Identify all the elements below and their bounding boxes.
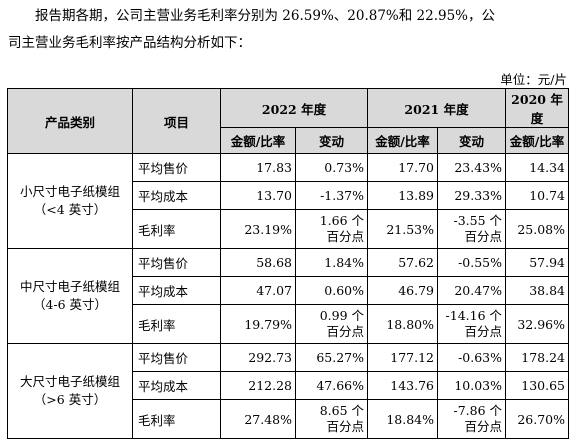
item-cell: 平均售价 [132, 343, 221, 372]
change-cell: 10.03% [437, 371, 506, 400]
change-cell: -14.16 个百分点 [437, 304, 506, 344]
value-cell: 178.24 [505, 343, 569, 372]
value-cell: 18.84% [367, 399, 438, 439]
change-value: 8.65 个 [319, 403, 364, 418]
category-cell: 小尺寸电子纸模组（<4 英寸） [7, 153, 133, 249]
value-cell: 21.53% [367, 209, 438, 249]
value-cell: 130.65 [505, 371, 569, 400]
value-cell: 177.12 [367, 343, 438, 372]
value-cell: 18.80% [367, 304, 438, 344]
change-cell: 1.66 个百分点 [295, 209, 368, 249]
value-cell: 17.83 [220, 153, 296, 182]
change-cell: 20.47% [437, 276, 506, 305]
change-value: 1.66 个 [319, 213, 364, 228]
category-cell: 中尺寸电子纸模组（4-6 英寸） [7, 248, 133, 344]
change-value: -7.86 个 [453, 403, 502, 418]
value-cell: 32.96% [505, 304, 569, 344]
value-cell: 25.08% [505, 209, 569, 249]
item-cell: 平均成本 [132, 371, 221, 400]
change-cell: -1.37% [295, 181, 368, 210]
header-2020: 2020 年度 [505, 88, 569, 128]
change-cell: 29.33% [437, 181, 506, 210]
header-item: 项目 [132, 88, 221, 154]
unit-label: 单位：元/片 [500, 72, 567, 87]
value-cell: 38.84 [505, 276, 569, 305]
value-cell: 10.74 [505, 181, 569, 210]
header-amount-2021: 金额/比率 [367, 127, 438, 154]
value-cell: 143.76 [367, 371, 438, 400]
intro-line-2: 司主营业务毛利率按产品结构分析如下： [8, 35, 251, 51]
value-cell: 13.70 [220, 181, 296, 210]
change-unit: 百分点 [326, 229, 364, 244]
change-cell: 0.73% [295, 153, 368, 182]
table-row: 毛利率 23.19% 1.66 个百分点 21.53% -3.55 个百分点 2… [8, 209, 569, 249]
value-cell: 212.28 [220, 371, 296, 400]
item-cell: 毛利率 [132, 304, 221, 344]
value-cell: 19.79% [220, 304, 296, 344]
value-cell: 57.62 [367, 248, 438, 277]
header-row-years: 产品类别 项目 2022 年度 2021 年度 2020 年度 [7, 88, 569, 154]
value-cell: 13.89 [367, 181, 438, 210]
item-cell: 平均成本 [132, 276, 221, 305]
category-cell: 大尺寸电子纸模组（>6 英寸） [7, 343, 133, 439]
header-change-2022: 变动 [295, 127, 368, 154]
value-cell: 46.79 [367, 276, 438, 305]
item-cell: 毛利率 [132, 209, 221, 249]
header-2022: 2022 年度 [220, 88, 368, 128]
change-cell: 0.99 个百分点 [295, 304, 368, 344]
value-cell: 292.73 [220, 343, 296, 372]
value-cell: 57.94 [505, 248, 569, 277]
change-value: -3.55 个 [453, 213, 502, 228]
value-cell: 47.07 [220, 276, 296, 305]
table-row: 大尺寸电子纸模组（>6 英寸） 平均售价 292.73 65.27% 177.1… [7, 343, 569, 439]
change-cell: 47.66% [295, 371, 368, 400]
table-row: 平均成本 47.07 0.60% 46.79 20.47% 38.84 [8, 276, 569, 305]
table-row: 毛利率 19.79% 0.99 个百分点 18.80% -14.16 个百分点 … [8, 304, 569, 344]
change-cell: -3.55 个百分点 [437, 209, 506, 249]
item-cell: 平均售价 [132, 153, 221, 182]
item-cell: 平均售价 [132, 248, 221, 277]
table-row: 平均成本 13.70 -1.37% 13.89 29.33% 10.74 [8, 181, 569, 210]
change-unit: 百分点 [464, 229, 502, 244]
change-cell: 8.65 个百分点 [295, 399, 368, 439]
change-unit: 百分点 [464, 419, 502, 434]
value-cell: 27.48% [220, 399, 296, 439]
value-cell: 17.70 [367, 153, 438, 182]
change-cell: -7.86 个百分点 [437, 399, 506, 439]
header-category: 产品类别 [7, 88, 133, 154]
change-value: 0.99 个 [319, 308, 364, 323]
item-cell: 平均成本 [132, 181, 221, 210]
change-cell: 23.43% [437, 153, 506, 182]
change-unit: 百分点 [464, 324, 502, 339]
change-cell: -0.63% [437, 343, 506, 372]
header-2021: 2021 年度 [367, 88, 506, 128]
header-amount-2022: 金额/比率 [220, 127, 296, 154]
change-value: -14.16 个 [445, 308, 502, 323]
value-cell: 14.34 [505, 153, 569, 182]
change-cell: 0.60% [295, 276, 368, 305]
gross-margin-table: 产品类别 项目 2022 年度 2021 年度 2020 年度 金额/比率 变动… [7, 88, 569, 439]
value-cell: 23.19% [220, 209, 296, 249]
header-change-2021: 变动 [437, 127, 506, 154]
intro-paragraph: 报告期各期，公司主营业务毛利率分别为 26.59%、20.87%和 22.95%… [8, 3, 576, 57]
change-unit: 百分点 [326, 419, 364, 434]
header-row-metrics: 金额/比率 变动 金额/比率 变动 金额/比率 [8, 127, 569, 154]
table-row: 毛利率 27.48% 8.65 个百分点 18.84% -7.86 个百分点 2… [8, 399, 569, 439]
header-amount-2020: 金额/比率 [505, 127, 569, 154]
table-row: 小尺寸电子纸模组（<4 英寸） 平均售价 17.83 0.73% 17.70 2… [7, 153, 569, 249]
intro-line-1: 报告期各期，公司主营业务毛利率分别为 26.59%、20.87%和 22.95%… [35, 8, 496, 24]
value-cell: 26.70% [505, 399, 569, 439]
table-row: 中尺寸电子纸模组（4-6 英寸） 平均售价 58.68 1.84% 57.62 … [7, 248, 569, 344]
change-cell: -0.55% [437, 248, 506, 277]
value-cell: 58.68 [220, 248, 296, 277]
item-cell: 毛利率 [132, 399, 221, 439]
change-cell: 1.84% [295, 248, 368, 277]
change-unit: 百分点 [326, 324, 364, 339]
change-cell: 65.27% [295, 343, 368, 372]
